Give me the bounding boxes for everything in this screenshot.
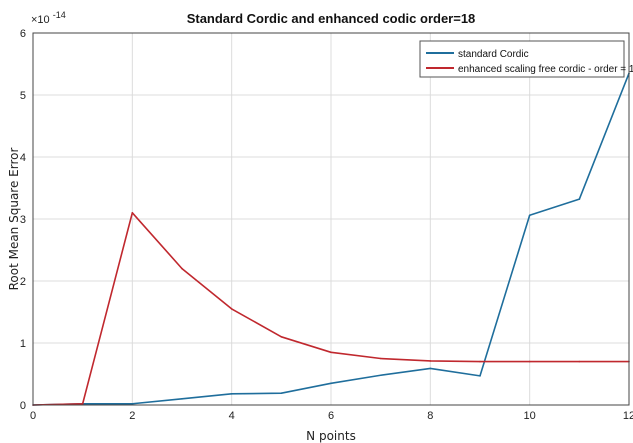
data-point xyxy=(479,360,481,363)
y-tick-label: 6 xyxy=(20,28,26,40)
data-point xyxy=(230,393,233,395)
legend-label-enhanced-cordic: enhanced scaling free cordic - order = 1… xyxy=(458,64,633,75)
x-tick-label: 12 xyxy=(623,410,633,422)
y-tick-label: 3 xyxy=(20,214,26,226)
y-multiplier-label: ×10 -14 xyxy=(31,10,66,26)
x-tick-label: 8 xyxy=(427,410,433,422)
y-multiplier-base: ×10 xyxy=(31,14,50,26)
legend-box xyxy=(419,40,625,78)
data-point xyxy=(379,374,382,377)
y-tick-label: 2 xyxy=(20,276,26,288)
data-point xyxy=(280,336,283,338)
y-tick-label: 5 xyxy=(20,90,26,102)
x-tick-label: 0 xyxy=(30,410,36,422)
data-point xyxy=(330,351,332,354)
legend: standard Cordic enhanced scaling free co… xyxy=(419,40,633,78)
plot-frame xyxy=(32,32,630,406)
data-point xyxy=(578,360,581,363)
x-tick-label: 4 xyxy=(229,410,235,422)
data-point xyxy=(479,375,481,377)
data-point xyxy=(578,198,581,200)
data-point xyxy=(181,267,183,270)
y-tick-label: 0 xyxy=(20,400,26,412)
x-tick-label: 2 xyxy=(129,410,135,422)
data-point xyxy=(230,308,233,310)
data-point xyxy=(429,360,432,362)
y-multiplier-exponent: -14 xyxy=(53,10,66,20)
data-point xyxy=(429,367,432,370)
y-tick-label: 1 xyxy=(20,338,26,350)
x-axis-label: N points xyxy=(306,429,356,443)
data-point xyxy=(131,402,134,405)
data-point xyxy=(528,360,531,363)
data-point xyxy=(379,357,382,360)
data-point xyxy=(280,392,283,395)
data-point xyxy=(181,398,183,400)
legend-label-standard-cordic: standard Cordic xyxy=(458,49,529,60)
y-axis-label: Root Mean Square Error xyxy=(7,148,21,291)
data-point xyxy=(528,214,531,217)
data-point xyxy=(330,382,332,385)
x-tick-label: 6 xyxy=(328,410,334,422)
y-tick-label: 4 xyxy=(20,152,26,164)
x-tick-label: 10 xyxy=(524,410,536,422)
data-point xyxy=(81,402,84,405)
data-point xyxy=(131,212,134,214)
chart-title: Standard Cordic and enhanced codic order… xyxy=(187,11,476,26)
